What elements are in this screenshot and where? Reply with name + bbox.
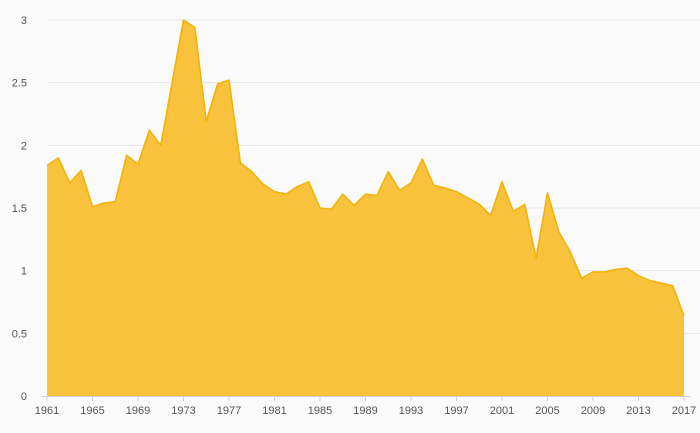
data-point [341,192,345,196]
data-point [250,170,254,174]
data-point [284,192,288,196]
data-point [204,120,208,124]
data-point [466,196,470,200]
data-point [602,270,606,274]
data-point [364,192,368,196]
data-point [546,191,550,195]
data-point [614,267,618,271]
x-tick-label: 1981 [262,405,286,417]
x-tick-label: 1977 [217,405,241,417]
x-tick-label: 2001 [490,405,514,417]
y-tick-label: 0 [21,391,27,403]
y-tick-label: 0.5 [12,328,27,340]
data-point [443,186,447,190]
data-point [193,26,197,30]
data-point [420,157,424,161]
data-point [147,128,151,132]
data-point [295,185,299,189]
x-tick-label: 1993 [399,405,423,417]
data-point [500,180,504,184]
data-point [113,200,117,204]
area-fill [47,20,684,396]
data-point [386,170,390,174]
data-point [534,256,538,260]
x-tick-label: 2017 [672,405,696,417]
data-point [79,168,83,172]
data-point [432,183,436,187]
x-tick-label: 2013 [626,405,650,417]
axes: 0 0.5 1 1.5 2 2.5 3 1961 1965 1969 1973 1977 1981 198… [12,15,697,417]
x-tick-label: 1985 [308,405,332,417]
x-tick-label: 1973 [171,405,195,417]
data-point [489,214,493,218]
x-tick-label: 1961 [35,405,59,417]
data-point [307,180,311,184]
data-point [273,190,277,194]
y-tick-label: 3 [21,15,27,27]
data-point [91,205,95,209]
x-tick-label: 1989 [353,405,377,417]
data-point [659,281,663,285]
data-point [637,274,641,278]
data-point [227,78,231,82]
x-tick-label: 2005 [535,405,559,417]
data-point [102,201,106,205]
data-point [580,276,584,280]
data-point [136,162,140,166]
data-point [409,181,413,185]
data-point [56,156,60,160]
data-point [671,284,675,288]
data-point [511,210,515,214]
data-point [182,18,186,22]
data-point [568,250,572,254]
data-point [125,153,129,157]
y-tick-label: 1 [21,266,27,278]
data-point [159,143,163,147]
data-point [216,82,220,86]
data-point [557,230,561,234]
y-tick-label: 2.5 [12,78,27,90]
y-tick-label: 1.5 [12,203,27,215]
data-point [68,181,72,185]
data-point [455,190,459,194]
area-series [45,18,686,396]
data-point [329,207,333,211]
area-line [46,19,685,317]
data-point [238,161,242,165]
data-point [398,188,402,192]
x-tick-label: 1969 [126,405,150,417]
x-tick-label: 1965 [80,405,104,417]
x-tick-label: 1997 [444,405,468,417]
data-point [477,202,481,206]
data-point [45,163,49,167]
x-tick-label: 2009 [581,405,605,417]
data-point [261,182,265,186]
data-point [170,81,174,85]
y-tick-label: 2 [21,140,27,152]
data-point [682,314,686,318]
data-point [591,270,595,274]
data-point [352,203,356,207]
data-point [523,202,527,206]
data-point [375,193,379,197]
data-point [318,206,322,210]
data-point [648,279,652,283]
data-point [625,266,629,270]
